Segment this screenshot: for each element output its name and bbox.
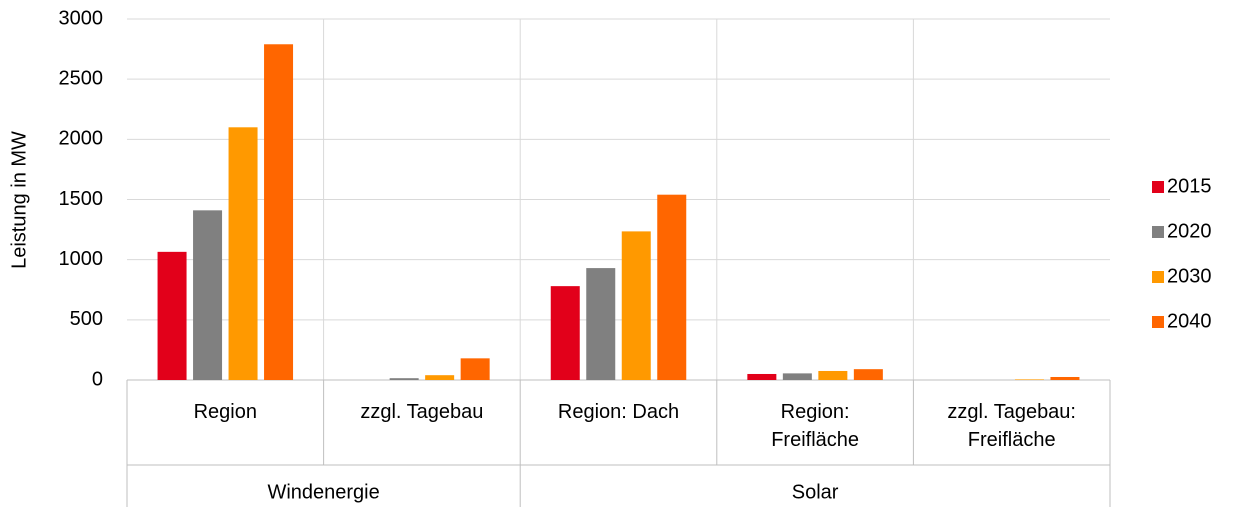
bar [782,373,812,380]
y-tick-label: 1500 [59,188,104,210]
legend-swatch [1152,226,1164,238]
bar [621,231,651,380]
x-tick-label: zzgl. Tagebau: Freifläche [947,401,1076,451]
bar [1050,376,1080,380]
legend-label: 2030 [1167,265,1212,287]
y-tick-label: 1000 [59,248,104,270]
bar [460,358,490,380]
bar [586,268,616,380]
x-tick-label: zzgl. Tagebau [360,401,484,423]
y-tick-label: 500 [70,308,103,330]
y-tick-label: 3000 [59,7,104,29]
x-tick-label: Region: Freifläche [771,401,859,451]
bar [550,286,580,380]
legend-swatch [1152,271,1164,283]
y-tick-label: 0 [92,368,103,390]
group-label: Solar [792,481,839,503]
bar [228,127,258,380]
bar [157,251,187,380]
group-label: Windenergie [267,481,379,503]
legend-swatch [1152,316,1164,328]
bar [747,373,777,380]
legend-label: 2015 [1167,175,1212,197]
legend-label: 2040 [1167,310,1212,332]
bar [264,44,294,381]
bar [425,375,455,380]
y-tick-label: 2000 [59,128,104,150]
legend-swatch [1152,181,1164,193]
bar [389,378,419,380]
y-axis-title: Leistung in MW [8,131,30,269]
legend-label: 2020 [1167,220,1212,242]
bar [193,210,223,380]
bar [818,370,848,380]
bar [1014,379,1044,380]
x-tick-label: Region: Dach [557,401,680,423]
bar [853,369,883,380]
y-tick-label: 2500 [59,67,104,89]
x-tick-label: Region [193,401,257,423]
bar [657,194,687,380]
